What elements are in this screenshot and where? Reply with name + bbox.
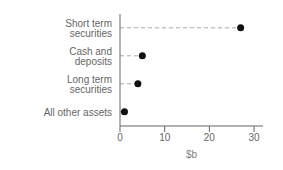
svg-text:10: 10 bbox=[159, 132, 171, 143]
svg-text:0: 0 bbox=[117, 132, 123, 143]
svg-text:All other assets: All other assets bbox=[44, 107, 112, 118]
svg-text:$b: $b bbox=[186, 149, 198, 160]
svg-text:30: 30 bbox=[249, 132, 261, 143]
svg-text:Long termsecurities: Long termsecurities bbox=[67, 74, 112, 95]
svg-text:Cash anddeposits: Cash anddeposits bbox=[69, 46, 112, 67]
svg-text:20: 20 bbox=[204, 132, 216, 143]
svg-text:Short termsecurities: Short termsecurities bbox=[65, 18, 112, 39]
